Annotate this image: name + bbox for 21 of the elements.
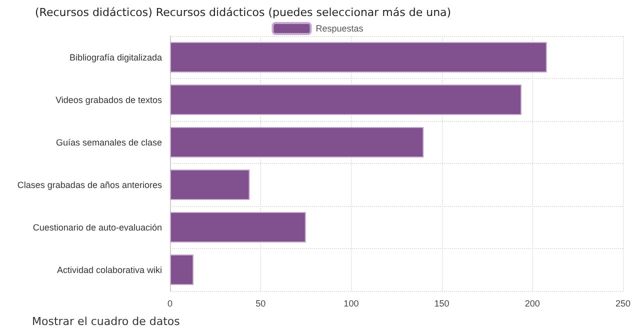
x-tick-label: 0 (167, 298, 173, 308)
y-tick-label: Guías semanales de clase (56, 137, 162, 148)
bar (170, 254, 194, 286)
bar (170, 169, 250, 200)
y-tick-label: Actividad colaborativa wiki (56, 264, 162, 275)
legend-label: Respuestas (316, 24, 364, 34)
bar (170, 42, 547, 73)
bar (170, 126, 424, 158)
y-tick-label: Bibliografía digitalizada (69, 52, 162, 62)
y-tick-label: Clases grabadas de años anteriores (17, 180, 162, 190)
bar (170, 212, 306, 243)
chart-title: (Recursos didácticos) Recursos didácticos (puedes seleccionar más de una) (35, 6, 452, 19)
bar (170, 84, 522, 116)
x-tick-label: 150 (434, 298, 450, 308)
text: Mostrar el cuadro de datos (32, 315, 180, 328)
x-tick-label: 100 (344, 298, 359, 308)
y-tick-label: Videos grabados de textos (56, 94, 162, 105)
x-tick-label: 250 (615, 298, 631, 308)
x-tick-label: 50 (256, 298, 266, 308)
x-tick-label: 200 (524, 298, 540, 308)
y-tick-label: Cuestionario de auto-evaluación (32, 222, 162, 232)
